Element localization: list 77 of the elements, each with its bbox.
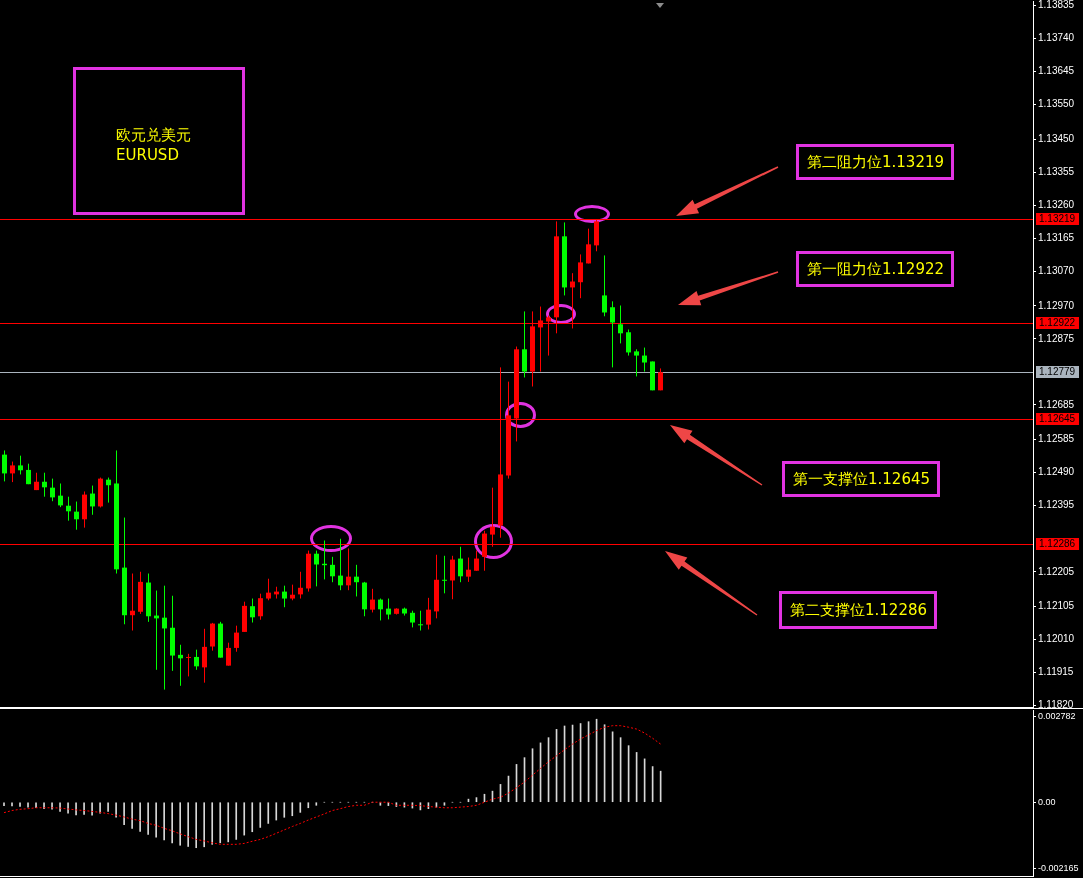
candlestick bbox=[602, 254, 607, 317]
candlestick bbox=[202, 628, 207, 684]
candlestick bbox=[418, 610, 423, 632]
candlestick bbox=[162, 585, 167, 691]
y-tick-label: 1.13835 bbox=[1038, 0, 1075, 10]
ref-line-label: 1.12286 bbox=[1039, 538, 1076, 550]
y-tick-label: 1.13355 bbox=[1038, 165, 1075, 177]
y-tick-label: 1.13165 bbox=[1038, 231, 1075, 243]
annotation: 第一支撑位1.12645 bbox=[793, 470, 931, 488]
y-tick-label: 0.00 bbox=[1038, 796, 1056, 807]
annotation: 第二阻力位1.13219 bbox=[807, 153, 945, 171]
candlestick bbox=[58, 482, 63, 508]
candlestick bbox=[266, 578, 271, 601]
y-tick-label: -0.002165 bbox=[1038, 863, 1079, 874]
y-tick-label: 1.13740 bbox=[1038, 31, 1075, 43]
candlestick bbox=[626, 328, 631, 357]
candlestick bbox=[10, 461, 15, 483]
candlestick bbox=[250, 598, 255, 624]
candlestick bbox=[578, 253, 583, 299]
candlestick bbox=[426, 597, 431, 630]
y-tick-label: 1.13645 bbox=[1038, 64, 1075, 76]
candlestick bbox=[314, 550, 319, 587]
candlestick bbox=[282, 585, 287, 608]
ref-line-label: 1.13219 bbox=[1039, 213, 1076, 225]
candlestick bbox=[642, 347, 647, 373]
candlestick bbox=[442, 555, 447, 594]
y-tick-label: 1.12010 bbox=[1038, 633, 1075, 645]
y-tick-label: 1.11915 bbox=[1038, 666, 1074, 678]
y-tick-label: 1.12205 bbox=[1038, 565, 1075, 577]
annotation: 第二支撑位1.12286 bbox=[790, 601, 928, 619]
candlestick bbox=[186, 653, 191, 677]
line-series bbox=[3, 725, 662, 845]
ref-line-label: 1.12922 bbox=[1039, 317, 1076, 329]
y-tick-label: 1.12395 bbox=[1038, 499, 1075, 511]
y-tick-label: 1.13260 bbox=[1038, 198, 1075, 210]
candlestick bbox=[226, 642, 231, 667]
y-tick-label: 1.12105 bbox=[1038, 600, 1075, 612]
candlestick bbox=[18, 455, 23, 475]
y-tick-label: 1.12685 bbox=[1038, 398, 1075, 410]
candlestick bbox=[522, 310, 527, 378]
y-tick-label: 1.13070 bbox=[1038, 264, 1075, 276]
candlestick bbox=[298, 571, 303, 600]
y-tick-label: 1.11820 bbox=[1038, 699, 1074, 711]
ref-line-label: 1.12645 bbox=[1039, 413, 1076, 425]
y-tick-label: 1.13450 bbox=[1038, 132, 1075, 144]
candlestick bbox=[330, 556, 335, 583]
candlestick bbox=[466, 557, 471, 583]
candlestick bbox=[386, 598, 391, 620]
candlestick bbox=[370, 588, 375, 613]
y-tick-label: 0.002782 bbox=[1038, 711, 1076, 722]
y-tick-label: 1.12875 bbox=[1038, 332, 1075, 344]
candlestick bbox=[458, 546, 463, 583]
candlestick bbox=[90, 485, 95, 516]
y-tick-label: 1.12585 bbox=[1038, 433, 1075, 445]
candlestick bbox=[634, 348, 639, 377]
text: EURUSD bbox=[116, 146, 179, 164]
candlestick bbox=[586, 228, 591, 264]
text: 欧元兑美元 bbox=[116, 126, 191, 144]
candlestick bbox=[378, 598, 383, 621]
candlestick bbox=[346, 547, 351, 591]
ref-line-label: 1.12779 bbox=[1039, 366, 1076, 378]
candlestick bbox=[474, 550, 479, 572]
candlestick bbox=[210, 622, 215, 652]
y-tick-label: 1.12490 bbox=[1038, 466, 1075, 478]
candlestick bbox=[2, 449, 7, 482]
candlestick bbox=[610, 300, 615, 368]
candlestick bbox=[338, 538, 343, 591]
y-tick-label: 1.12970 bbox=[1038, 299, 1075, 311]
candlestick bbox=[234, 625, 239, 653]
annotation: 第一阻力位1.12922 bbox=[807, 260, 945, 278]
candlestick bbox=[450, 555, 455, 600]
candlestick bbox=[618, 305, 623, 344]
candlestick bbox=[258, 593, 263, 621]
y-tick-label: 1.13550 bbox=[1038, 97, 1075, 109]
candlestick bbox=[50, 478, 55, 502]
candlestick bbox=[74, 501, 79, 531]
candlestick bbox=[194, 649, 199, 671]
